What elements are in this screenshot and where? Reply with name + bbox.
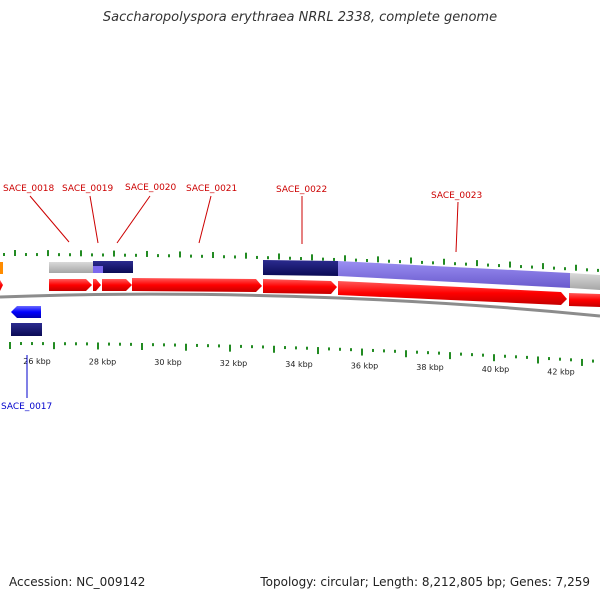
- gene-arrow-sace-0017: [11, 306, 41, 318]
- feature-track: [0, 260, 600, 290]
- leader-sace-0023: [455, 201, 459, 253]
- genome-summary-text: Topology: circular; Length: 8,212,805 bp…: [260, 575, 590, 589]
- gene-arrow-sace-0021: [132, 278, 262, 292]
- forward-gene-track: [0, 278, 600, 307]
- scale-label: 28 kbp: [89, 357, 117, 366]
- gene-label-sace-0018[interactable]: SACE_0018: [3, 184, 55, 194]
- accession-text: Accession: NC_009142: [9, 575, 146, 589]
- partial-forward-gene-arrow: [0, 280, 3, 291]
- feature-grey-end-segment: [570, 273, 600, 290]
- scale-label: 26 kbp: [23, 357, 51, 366]
- feature-slate-long-segment: [338, 261, 570, 288]
- gene-arrow-sace-0022: [263, 279, 337, 294]
- feature-grey-segment: [49, 262, 93, 273]
- gene-labels: SACE_0018 SACE_0019 SACE_0020 SACE_0021 …: [1, 183, 482, 412]
- scale-label: 42 kbp: [547, 367, 575, 376]
- gene-label-sace-0023[interactable]: SACE_0023: [431, 191, 482, 201]
- scale-label: 34 kbp: [285, 360, 313, 369]
- gene-arrow-sace-0020: [102, 279, 132, 291]
- forward-gene-arrow-continued: [569, 293, 600, 307]
- gene-arrow-sace-0018: [49, 279, 92, 291]
- feature-small-slate-segment: [93, 266, 103, 273]
- gene-label-sace-0022[interactable]: SACE_0022: [276, 185, 327, 195]
- scale-label: 38 kbp: [416, 363, 444, 372]
- scale-label: 36 kbp: [351, 361, 379, 370]
- leader-sace-0019: [89, 195, 99, 244]
- scale-label: 40 kbp: [482, 365, 510, 374]
- feature-navy-long-segment: [263, 260, 338, 276]
- gc-skew-track-bottom: [9, 342, 594, 366]
- leader-sace-0021: [198, 195, 212, 244]
- leader-sace-0018: [29, 195, 70, 243]
- scale-label: 30 kbp: [154, 358, 182, 367]
- reverse-feature-navy-segment: [11, 323, 42, 336]
- map-title: Saccharopolyspora erythraea NRRL 2338, c…: [102, 10, 498, 25]
- scale-axis: 26 kbp 28 kbp 30 kbp 32 kbp 34 kbp 36 kbp 38 k…: [23, 357, 575, 376]
- gene-arrow-sace-0019: [93, 279, 101, 291]
- feature-orange-segment: [0, 262, 3, 274]
- gene-label-sace-0021[interactable]: SACE_0021: [186, 184, 237, 194]
- gene-label-sace-0017[interactable]: SACE_0017: [1, 402, 52, 412]
- gene-label-sace-0019[interactable]: SACE_0019: [62, 184, 114, 194]
- label-leaders: [26, 195, 459, 398]
- gc-skew-track-top: [3, 250, 599, 272]
- leader-sace-0020: [116, 195, 151, 244]
- scale-label: 32 kbp: [220, 359, 248, 368]
- reverse-gene-track: [11, 306, 42, 336]
- gene-label-sace-0020[interactable]: SACE_0020: [125, 183, 177, 193]
- genome-backbone-arc: [0, 292, 600, 318]
- gene-arrow-sace-0023: [338, 281, 567, 305]
